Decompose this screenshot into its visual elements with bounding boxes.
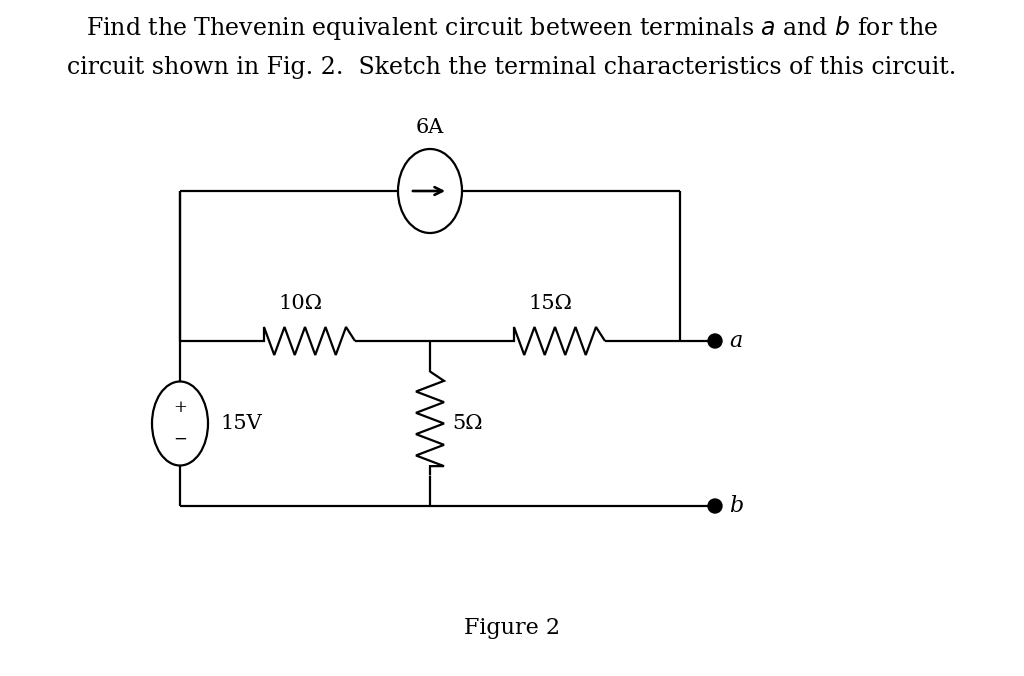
Text: 5Ω: 5Ω [452, 414, 482, 433]
Text: b: b [729, 495, 743, 517]
Text: −: − [173, 431, 187, 448]
Text: 6A: 6A [416, 118, 444, 137]
Circle shape [708, 334, 722, 348]
Text: 15Ω: 15Ω [528, 294, 572, 313]
Circle shape [708, 499, 722, 513]
Text: a: a [729, 330, 742, 352]
Text: Find the Thevenin equivalent circuit between terminals $a$ and $b$ for the: Find the Thevenin equivalent circuit bet… [86, 14, 938, 42]
Text: +: + [173, 399, 187, 416]
Text: Figure 2: Figure 2 [464, 617, 560, 639]
Text: 10Ω: 10Ω [278, 294, 322, 313]
Text: 15V: 15V [220, 414, 262, 433]
Text: circuit shown in Fig. 2.  Sketch the terminal characteristics of this circuit.: circuit shown in Fig. 2. Sketch the term… [68, 56, 956, 79]
